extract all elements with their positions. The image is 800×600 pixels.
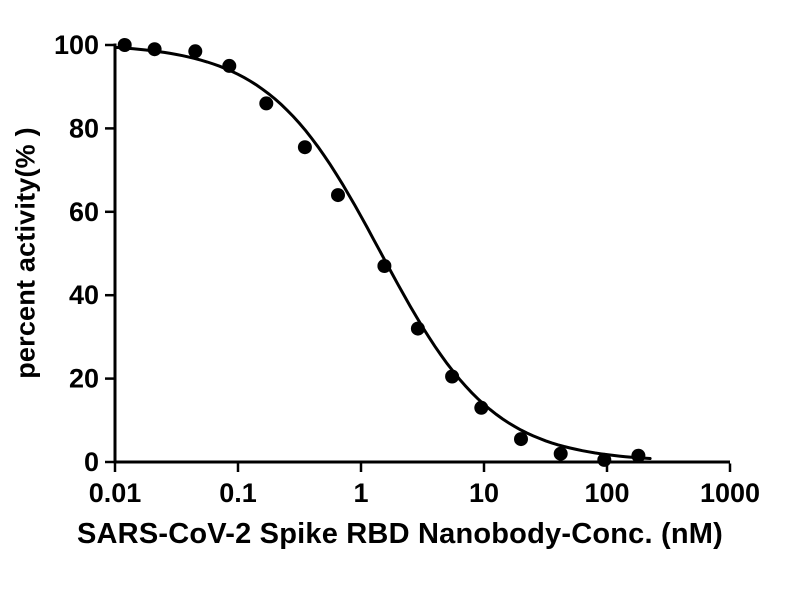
x-tick-label: 10 bbox=[469, 478, 499, 508]
data-point bbox=[514, 432, 528, 447]
fit-curve bbox=[113, 45, 652, 460]
data-point bbox=[377, 259, 392, 273]
data-point bbox=[631, 448, 646, 463]
x-tick-label: 1000 bbox=[700, 478, 760, 508]
y-tick-label: 80 bbox=[69, 113, 99, 143]
data-point bbox=[297, 140, 312, 155]
y-tick-label: 40 bbox=[69, 280, 99, 310]
y-tick-label: 0 bbox=[84, 447, 99, 477]
data-point bbox=[597, 452, 612, 467]
x-tick-label: 100 bbox=[584, 478, 629, 508]
data-point bbox=[117, 38, 132, 52]
data-point bbox=[222, 58, 237, 73]
y-axis-title: percent activity(% ) bbox=[10, 127, 41, 379]
x-tick-label: 0.01 bbox=[89, 478, 142, 508]
y-tick-label: 60 bbox=[69, 197, 99, 227]
data-point bbox=[553, 446, 568, 461]
data-point bbox=[331, 188, 345, 203]
y-tick-label: 100 bbox=[54, 30, 99, 60]
x-axis-title: SARS-CoV-2 Spike RBD Nanobody-Conc. (nM) bbox=[76, 518, 723, 550]
data-point bbox=[188, 44, 203, 59]
y-tick-label: 20 bbox=[69, 364, 99, 394]
x-tick-label: 1 bbox=[353, 478, 368, 508]
data-point bbox=[445, 369, 460, 384]
x-tick-label: 0.1 bbox=[219, 478, 257, 508]
data-point bbox=[147, 42, 162, 57]
data-point bbox=[474, 400, 489, 415]
data-point bbox=[259, 96, 274, 111]
data-point bbox=[410, 321, 425, 336]
